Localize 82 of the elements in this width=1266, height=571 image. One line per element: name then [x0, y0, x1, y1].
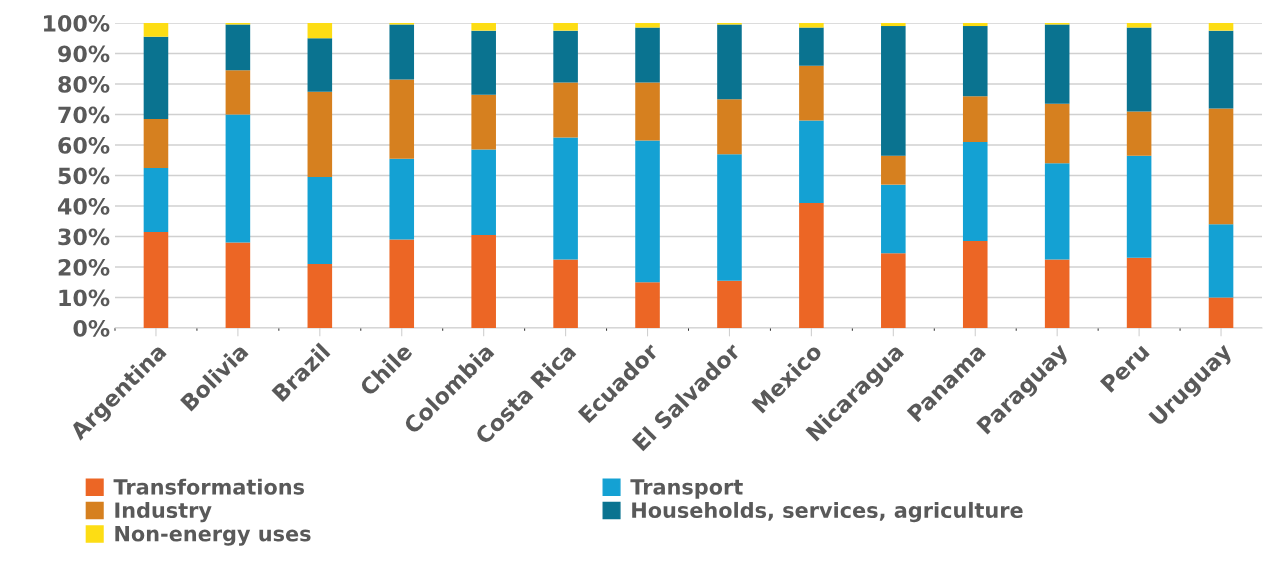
bar	[307, 91, 333, 178]
bar	[389, 24, 415, 80]
bar	[635, 27, 660, 83]
y-tick-label: 20%	[58, 258, 110, 276]
y-tick-label: 90%	[58, 45, 110, 63]
bar	[881, 184, 906, 254]
bar	[635, 82, 660, 141]
bar	[471, 23, 496, 31]
y-tick-label: 100%	[43, 14, 110, 32]
bar	[1126, 257, 1152, 328]
bar	[962, 96, 988, 142]
bar	[1126, 111, 1152, 156]
bar	[225, 114, 251, 243]
bar	[307, 38, 333, 92]
bar	[307, 177, 333, 264]
bar	[1126, 27, 1152, 112]
bar	[307, 263, 333, 328]
bar	[553, 259, 578, 328]
bar	[717, 154, 742, 281]
bar	[1126, 23, 1152, 28]
bar	[143, 119, 169, 168]
bar	[1208, 224, 1234, 298]
bar	[225, 70, 251, 115]
bar	[1044, 24, 1070, 104]
bar	[471, 234, 496, 328]
bar	[717, 280, 742, 328]
bar	[389, 79, 415, 159]
bar	[1044, 163, 1070, 260]
bar	[881, 23, 906, 27]
bar	[799, 65, 824, 121]
bar	[881, 26, 906, 156]
bar	[1208, 108, 1234, 225]
bar	[389, 239, 415, 328]
bar	[471, 94, 496, 150]
bar	[143, 23, 169, 37]
bar	[471, 149, 496, 235]
bar	[799, 202, 824, 328]
bar	[635, 140, 660, 283]
bar	[553, 137, 578, 260]
y-tick-label: 0%	[73, 319, 110, 337]
bar	[799, 23, 824, 28]
bar	[225, 242, 251, 328]
bar	[635, 282, 660, 328]
legend-label: Transformations	[113, 478, 305, 495]
bar	[1208, 23, 1234, 31]
bar	[717, 24, 742, 100]
legend-label: Industry	[115, 501, 212, 523]
bar	[307, 23, 333, 39]
y-tick-label: 40%	[57, 197, 110, 215]
bar	[1044, 259, 1070, 328]
bar	[881, 253, 906, 328]
bar	[225, 24, 251, 71]
legend-label: Non-energy uses	[115, 526, 311, 546]
bar	[799, 120, 824, 203]
bar	[1126, 155, 1152, 258]
bar	[143, 167, 169, 232]
bar	[962, 241, 988, 328]
bar	[962, 141, 988, 242]
bar	[881, 155, 906, 185]
legend-label: Households, services, agriculture	[632, 501, 1023, 523]
bar	[962, 23, 988, 27]
y-tick-label: 70%	[58, 106, 110, 124]
bar	[553, 82, 578, 138]
bar	[389, 158, 415, 240]
bar	[553, 30, 578, 83]
bar	[143, 36, 169, 120]
legend-label: Transport	[630, 479, 743, 499]
y-tick-label: 30%	[58, 228, 110, 246]
y-tick-label: 50%	[58, 167, 110, 185]
bar	[962, 26, 988, 97]
bar	[1044, 103, 1070, 164]
y-tick-label: 80%	[58, 75, 110, 93]
bar	[799, 27, 824, 66]
bar	[1208, 297, 1234, 328]
bar	[143, 231, 169, 328]
y-tick-label: 60%	[58, 136, 110, 154]
bar	[635, 23, 660, 28]
y-tick-label: 10%	[59, 289, 110, 307]
bar	[471, 30, 496, 95]
bar	[717, 99, 742, 155]
bar	[1208, 30, 1234, 109]
bar	[553, 23, 578, 31]
